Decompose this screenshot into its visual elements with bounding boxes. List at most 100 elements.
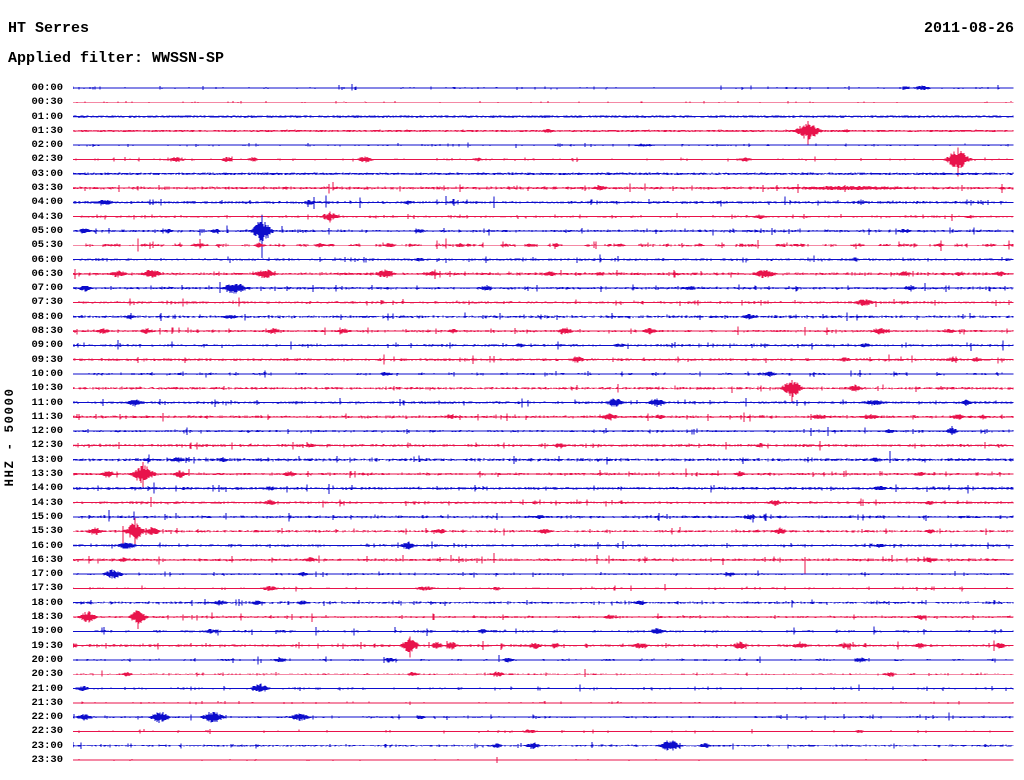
time-label: 12:30 <box>31 439 63 452</box>
trace-row <box>73 182 1014 194</box>
time-label: 01:00 <box>31 110 63 123</box>
time-label: 03:30 <box>31 182 63 195</box>
trace-row <box>73 120 1014 145</box>
trace-row <box>73 729 1014 734</box>
time-label: 02:30 <box>31 153 63 166</box>
time-label: 01:30 <box>31 124 63 137</box>
trace-row <box>73 700 1014 705</box>
time-label: 08:30 <box>31 325 63 338</box>
time-label: 07:00 <box>31 282 63 295</box>
trace-row <box>73 655 1014 665</box>
trace-row <box>73 326 1014 336</box>
trace-row <box>73 379 1014 402</box>
time-label: 00:30 <box>31 96 63 109</box>
time-label: 23:30 <box>31 754 63 766</box>
trace-row <box>73 354 1014 365</box>
time-label: 05:00 <box>31 224 63 237</box>
trace-row <box>73 215 1014 258</box>
time-label: 08:00 <box>31 310 63 323</box>
time-label: 23:00 <box>31 739 63 752</box>
filter-label: Applied filter: WWSSN-SP <box>8 50 225 67</box>
time-label: 12:00 <box>31 425 63 438</box>
trace-row <box>73 412 1014 422</box>
trace-row <box>73 636 1014 658</box>
time-label: 16:30 <box>31 553 63 566</box>
trace-row <box>73 297 1014 307</box>
time-label: 05:30 <box>31 239 63 252</box>
time-label: 02:00 <box>31 139 63 152</box>
time-label: 10:00 <box>31 367 63 380</box>
time-label: 17:30 <box>31 582 63 595</box>
trace-row <box>73 509 1014 523</box>
time-label: 04:30 <box>31 210 63 223</box>
time-label: 07:30 <box>31 296 63 309</box>
trace-row <box>73 541 1014 550</box>
trace-row <box>73 553 1014 574</box>
trace-row <box>73 497 1014 508</box>
time-label: 19:00 <box>31 625 63 638</box>
time-label: 10:30 <box>31 382 63 395</box>
time-label: 03:00 <box>31 167 63 180</box>
trace-row <box>73 518 1014 548</box>
trace-row <box>73 711 1014 723</box>
trace-row <box>73 268 1014 279</box>
time-label: 06:00 <box>31 253 63 266</box>
trace-row <box>73 195 1014 209</box>
time-label: 09:00 <box>31 339 63 352</box>
trace-row <box>73 397 1014 408</box>
trace-row <box>73 440 1014 451</box>
trace-row <box>73 610 1014 629</box>
trace-row <box>73 669 1014 678</box>
time-label: 00:00 <box>31 82 63 94</box>
time-label: 19:30 <box>31 639 63 652</box>
trace-row <box>73 451 1014 465</box>
trace-row <box>73 569 1014 579</box>
trace-row <box>73 172 1014 176</box>
trace-row <box>73 462 1014 489</box>
trace-row <box>73 147 1014 177</box>
time-label: 20:00 <box>31 653 63 666</box>
time-label: 09:30 <box>31 353 63 366</box>
time-label: 13:00 <box>31 453 63 466</box>
trace-row <box>73 626 1014 637</box>
trace-row <box>73 426 1014 436</box>
trace-row <box>73 683 1014 693</box>
trace-row <box>73 281 1014 294</box>
trace-row <box>73 238 1014 252</box>
trace-row <box>73 115 1014 118</box>
trace-row <box>73 584 1014 592</box>
trace-row <box>73 757 1014 763</box>
trace-row <box>73 142 1014 148</box>
station-name: HT Serres <box>8 20 90 37</box>
trace-row <box>73 598 1014 608</box>
time-label: 16:00 <box>31 539 63 552</box>
time-label: 14:00 <box>31 482 63 495</box>
channel-scale-label: HHZ - 50000 <box>3 387 17 487</box>
trace-row <box>73 370 1014 378</box>
trace-row <box>73 482 1014 494</box>
time-label: 11:30 <box>31 410 63 423</box>
trace-row <box>73 312 1014 322</box>
time-label: 04:00 <box>31 196 63 209</box>
time-label: 13:30 <box>31 468 63 481</box>
trace-row <box>73 211 1014 223</box>
helicorder-traces <box>73 83 1014 763</box>
trace-row <box>73 100 1014 104</box>
time-label: 21:30 <box>31 696 63 709</box>
trace-row <box>73 340 1014 351</box>
time-label: 21:00 <box>31 682 63 695</box>
time-label: 22:30 <box>31 725 63 738</box>
time-label: 18:30 <box>31 611 63 624</box>
time-label: 14:30 <box>31 496 63 509</box>
trace-row <box>73 83 1014 91</box>
time-label: 15:00 <box>31 510 63 523</box>
time-label: 17:00 <box>31 568 63 581</box>
time-label: 15:30 <box>31 525 63 538</box>
time-label: 11:00 <box>31 396 63 409</box>
time-label: 22:00 <box>31 711 63 724</box>
time-label: 20:30 <box>31 668 63 681</box>
time-label: 18:00 <box>31 596 63 609</box>
trace-row <box>73 740 1014 751</box>
time-label: 06:30 <box>31 267 63 280</box>
